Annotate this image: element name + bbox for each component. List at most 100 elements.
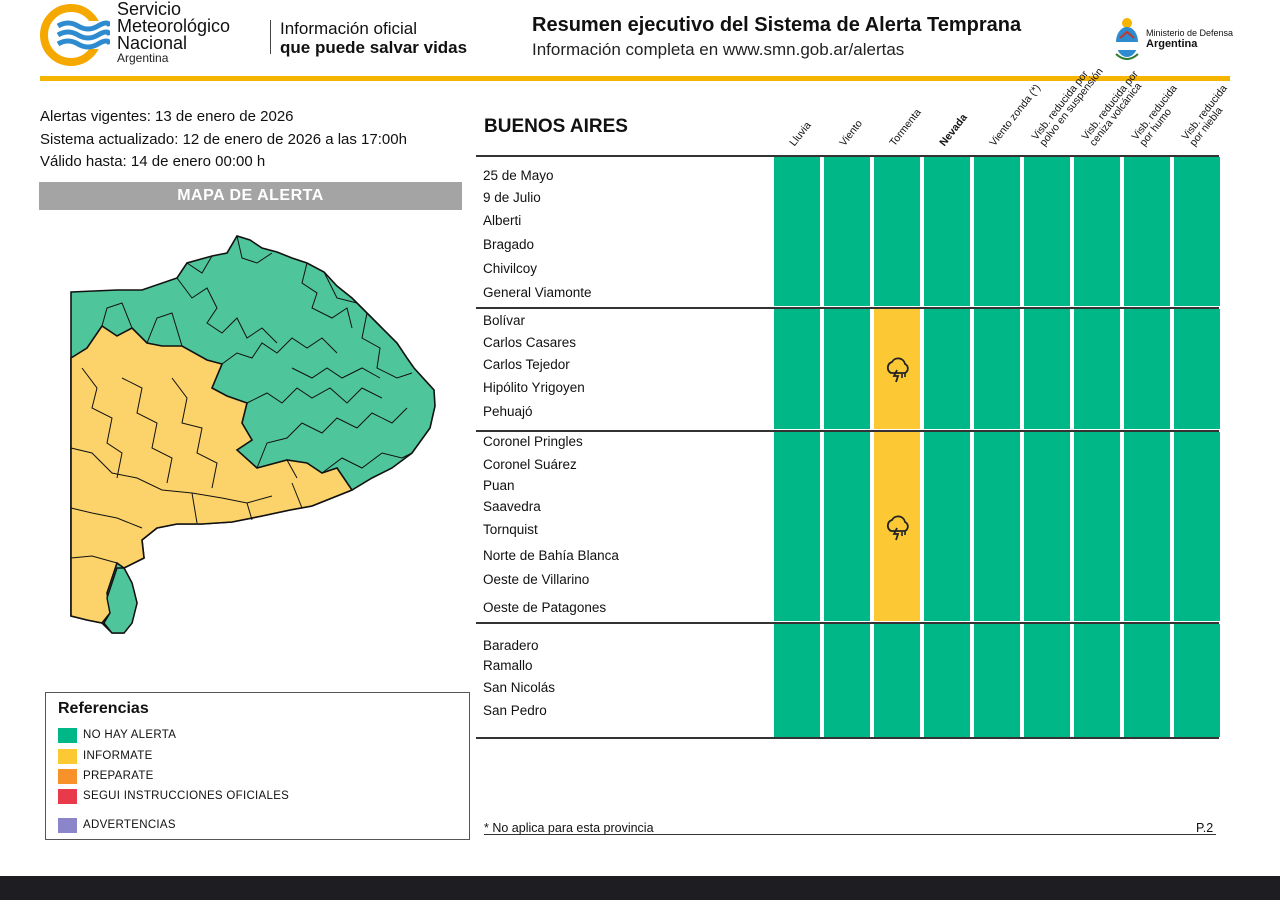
- column-header: Viento: [837, 117, 866, 149]
- district-name: Puan: [483, 478, 515, 493]
- national-coat-of-arms-icon: [1115, 18, 1139, 60]
- page-title: Resumen ejecutivo del Sistema de Alerta …: [532, 14, 1022, 36]
- tagline-line-2: que puede salvar vidas: [280, 38, 468, 57]
- alert-cell-no-alert: [1024, 432, 1070, 621]
- footnote-divider: [484, 834, 1216, 835]
- map-region-yellow: [70, 324, 354, 624]
- alert-cell-no-alert: [1174, 624, 1220, 737]
- province-title: BUENOS AIRES: [484, 116, 628, 137]
- district-name: Saavedra: [483, 499, 541, 514]
- column-header-line: Tormenta: [887, 106, 924, 149]
- map-district-lines: [70, 235, 413, 564]
- header-divider: [270, 20, 271, 54]
- legend-swatch: [58, 788, 77, 804]
- alert-cell-no-alert: [1074, 432, 1120, 621]
- alerts-current-date: Alertas vigentes: 13 de enero de 2026: [40, 108, 294, 125]
- header-separator: [40, 76, 1230, 81]
- district-name: Coronel Pringles: [483, 434, 583, 449]
- alert-cell-no-alert: [774, 309, 820, 429]
- legend-item-advertencias: ADVERTENCIAS: [58, 817, 176, 833]
- group-divider: [476, 155, 1219, 157]
- legend-item-segui-instrucciones: SEGUI INSTRUCCIONES OFICIALES: [58, 788, 289, 804]
- system-updated: Sistema actualizado: 12 de enero de 2026…: [40, 130, 407, 148]
- ministry-line-2: Argentina: [1146, 38, 1198, 50]
- district-name: Oeste de Villarino: [483, 572, 590, 587]
- district-name: General Viamonte: [483, 285, 592, 300]
- district-name: Carlos Tejedor: [483, 357, 570, 372]
- group-divider: [476, 307, 1219, 309]
- district-name: Chivilcoy: [483, 261, 538, 276]
- org-line-3: Nacional: [117, 33, 188, 53]
- alert-cell-no-alert: [1174, 309, 1220, 429]
- legend-swatch: [58, 727, 77, 743]
- column-header: Nevada: [937, 112, 969, 149]
- district-name: Norte de Bahía Blanca: [483, 548, 619, 563]
- map-title: MAPA DE ALERTA: [39, 182, 462, 210]
- footnote: * No aplica para esta provincia: [484, 821, 654, 835]
- alert-info: Alertas vigentes: 13 de enero de 2026 Si…: [40, 106, 407, 174]
- legend: Referencias NO HAY ALERTA INFORMATE PREP…: [45, 692, 470, 840]
- alert-cell-no-alert: [1124, 309, 1170, 429]
- alert-cell-no-alert: [874, 157, 920, 306]
- district-name: Coronel Suárez: [483, 457, 577, 472]
- alert-cell-no-alert: [1024, 157, 1070, 306]
- viewer-bottom-bar: [0, 876, 1280, 900]
- alert-cell-no-alert: [824, 432, 870, 621]
- legend-label: INFORMATE: [83, 750, 153, 762]
- alert-cell-no-alert: [924, 624, 970, 737]
- group-divider: [476, 622, 1219, 624]
- legend-title: Referencias: [58, 700, 149, 717]
- map-region-coast: [103, 567, 138, 634]
- legend-label: SEGUI INSTRUCCIONES OFICIALES: [83, 790, 290, 802]
- district-name: 9 de Julio: [483, 190, 541, 205]
- district-name: Bolívar: [483, 313, 526, 328]
- org-line-1: Servicio: [117, 0, 182, 19]
- alert-cell-no-alert: [824, 624, 870, 737]
- district-name: Ramallo: [483, 658, 533, 673]
- column-header: Tormenta: [887, 106, 924, 149]
- column-header-line: Lluvia: [787, 119, 814, 149]
- smn-logo-icon: [40, 4, 110, 66]
- district-name: Carlos Casares: [483, 335, 577, 350]
- page-subtitle: Información completa en www.smn.gob.ar/a…: [532, 40, 905, 59]
- district-name: Baradero: [483, 638, 539, 653]
- alert-cell-no-alert: [824, 309, 870, 429]
- alert-cell-no-alert: [1024, 624, 1070, 737]
- district-name: 25 de Mayo: [483, 168, 554, 183]
- legend-item-informate: INFORMATE: [58, 748, 153, 764]
- valid-until: Válido hasta: 14 de enero 00:00 h: [40, 153, 266, 170]
- alert-cell-no-alert: [974, 309, 1020, 429]
- column-header-line: Viento: [837, 117, 866, 149]
- table-bottom-line: [476, 737, 1219, 739]
- alert-cell-no-alert: [1174, 157, 1220, 306]
- ministry-name: Ministerio de Defensa Argentina: [1146, 28, 1233, 50]
- legend-label: NO HAY ALERTA: [83, 729, 177, 741]
- alert-cell-no-alert: [924, 309, 970, 429]
- legend-item-no-alert: NO HAY ALERTA: [58, 727, 176, 743]
- column-header: Lluvia: [787, 119, 814, 149]
- legend-item-preparate: PREPARATE: [58, 768, 154, 784]
- alert-cell-no-alert: [1124, 432, 1170, 621]
- alert-cell-no-alert: [974, 157, 1020, 306]
- alert-cell-no-alert: [1124, 624, 1170, 737]
- column-header: Visb. reducida por niebla: [1179, 83, 1237, 149]
- alert-cell-no-alert: [824, 157, 870, 306]
- alert-cell-no-alert: [974, 432, 1020, 621]
- alert-cell-no-alert: [774, 432, 820, 621]
- legend-swatch: [58, 817, 77, 833]
- legend-label: ADVERTENCIAS: [83, 819, 176, 831]
- district-name: Alberti: [483, 213, 522, 228]
- alert-cell-no-alert: [924, 157, 970, 306]
- alert-cell-informate: [874, 432, 920, 621]
- district-name: San Nicolás: [483, 680, 556, 695]
- alert-cell-no-alert: [774, 157, 820, 306]
- legend-label: PREPARATE: [83, 770, 154, 782]
- alert-cell-no-alert: [774, 624, 820, 737]
- tagline: Información oficial que puede salvar vid…: [280, 19, 467, 57]
- ministry-line-1: Ministerio de Defensa: [1146, 28, 1234, 38]
- district-name: Oeste de Patagones: [483, 600, 607, 615]
- alert-cell-no-alert: [1074, 624, 1120, 737]
- thunderstorm-icon: [886, 515, 909, 540]
- district-name: Pehuajó: [483, 404, 533, 419]
- tagline-line-1: Información oficial: [280, 19, 418, 38]
